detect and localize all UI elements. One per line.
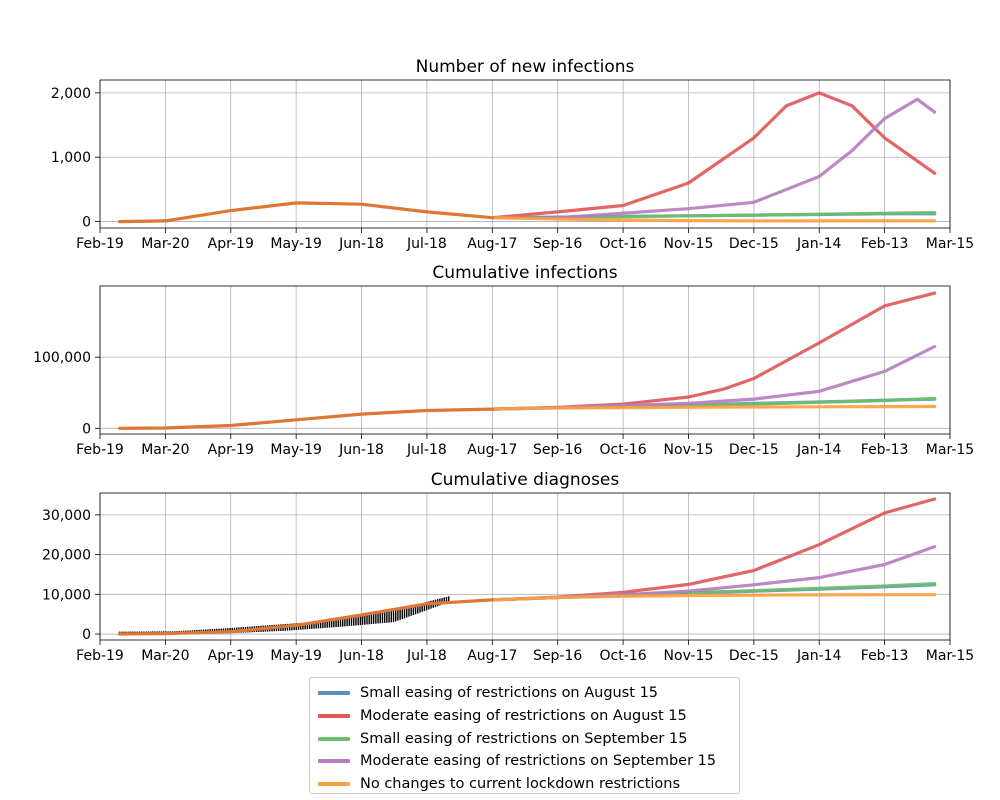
legend-swatch-small-aug — [318, 691, 350, 696]
legend-label-moderate-aug: Moderate easing of restrictions on Augus… — [360, 708, 687, 725]
x-tick-label: Dec-15 — [729, 236, 779, 252]
panel-1: Feb-19 Mar-20 Apr-19 May-19 Jun-18 Jul-18 Aug-… — [51, 57, 974, 252]
axes-frame — [99, 285, 951, 435]
y-tick-label: 100,000 — [33, 350, 91, 366]
x-tick-label: Jan-14 — [796, 236, 842, 252]
x-tick-label: Dec-15 — [729, 648, 779, 664]
y-tick-label: 2,000 — [51, 86, 91, 102]
panel-title: Cumulative diagnoses — [431, 470, 620, 490]
y-tick-label: 0 — [82, 421, 91, 437]
y-tick-label: 0 — [82, 627, 91, 643]
panel-2: Feb-19 Mar-20 Apr-19 May-19 Jun-18 Jul-18 Aug-… — [33, 263, 974, 458]
legend-item-moderate-sep: Moderate easing of restrictions on Septe… — [318, 750, 731, 773]
panel-title: Cumulative infections — [432, 263, 617, 283]
x-tick-label: Mar-20 — [141, 648, 189, 664]
legend-label-small-aug: Small easing of restrictions on August 1… — [360, 685, 659, 702]
series-line-5 — [490, 593, 937, 602]
legend-item-no-change: No changes to current lockdown restricti… — [318, 773, 731, 796]
x-tick-label: Oct-16 — [600, 648, 647, 664]
y-tick-label: 10,000 — [42, 587, 91, 603]
x-tick-label: Nov-15 — [664, 442, 714, 458]
axes-frame — [99, 79, 951, 229]
x-tick-label: Sep-16 — [533, 236, 582, 252]
x-tick-label: Sep-16 — [533, 442, 582, 458]
panel-3: Feb-19 Mar-20 Apr-19 May-19 Jun-18 Jul-18 Aug-… — [42, 470, 974, 664]
x-tick-label: Mar-20 — [141, 442, 189, 458]
x-tick-label: Jun-18 — [338, 442, 384, 458]
series-line-3 — [556, 211, 937, 220]
x-tick-label: Jan-14 — [796, 648, 842, 664]
y-tick-label: 30,000 — [42, 508, 91, 524]
legend-swatch-moderate-aug — [318, 714, 350, 719]
x-tick-label: Jul-18 — [406, 442, 447, 458]
panel-title: Number of new infections — [416, 57, 635, 77]
x-tick-label: Mar-15 — [926, 648, 974, 664]
x-tick-label: Jun-18 — [338, 236, 384, 252]
x-tick-label: Jul-18 — [406, 236, 447, 252]
series-line-5 — [490, 404, 937, 411]
series-line-4 — [556, 97, 937, 220]
x-tick-label: Mar-15 — [926, 236, 974, 252]
axes-frame — [99, 492, 951, 641]
x-tick-label: Jun-18 — [338, 648, 384, 664]
x-tick-label: Nov-15 — [664, 648, 714, 664]
legend-label-no-change: No changes to current lockdown restricti… — [360, 776, 681, 793]
x-tick-label: Aug-17 — [467, 236, 517, 252]
y-tick-label: 1,000 — [51, 150, 91, 166]
observed-line — [118, 201, 494, 224]
x-tick-label: May-19 — [270, 442, 322, 458]
series-line-2 — [490, 497, 937, 602]
x-tick-label: May-19 — [270, 236, 322, 252]
series-line-2 — [490, 91, 937, 220]
x-tick-label: Feb-19 — [76, 236, 124, 252]
legend-swatch-no-change — [318, 782, 350, 787]
legend-item-small-sep: Small easing of restrictions on Septembe… — [318, 727, 731, 750]
x-tick-label: Oct-16 — [600, 442, 647, 458]
y-tick-label: 20,000 — [42, 548, 91, 564]
legend-swatch-small-sep — [318, 736, 350, 741]
x-tick-label: Aug-17 — [467, 442, 517, 458]
observed-line — [118, 407, 494, 430]
y-tick-label: 0 — [82, 215, 91, 231]
legend-item-moderate-aug: Moderate easing of restrictions on Augus… — [318, 705, 731, 728]
x-tick-label: Feb-13 — [861, 648, 909, 664]
observed-bars — [118, 596, 450, 635]
x-tick-label: Feb-19 — [76, 442, 124, 458]
x-tick-label: Apr-19 — [208, 442, 254, 458]
x-tick-label: Jul-18 — [406, 648, 447, 664]
observed-line — [118, 598, 494, 636]
x-tick-label: Feb-13 — [861, 442, 909, 458]
legend-label-moderate-sep: Moderate easing of restrictions on Septe… — [360, 753, 717, 770]
x-tick-label: Dec-15 — [729, 442, 779, 458]
x-tick-label: Sep-16 — [533, 648, 582, 664]
series-line-5 — [490, 216, 937, 223]
legend: Small easing of restrictions on August 1… — [309, 677, 740, 794]
x-tick-label: Nov-15 — [664, 236, 714, 252]
legend-item-small-aug: Small easing of restrictions on August 1… — [318, 682, 731, 705]
series-line-2 — [490, 291, 937, 411]
x-tick-label: Apr-19 — [208, 648, 254, 664]
x-tick-label: Feb-19 — [76, 648, 124, 664]
x-tick-label: Aug-17 — [467, 648, 517, 664]
x-tick-label: Apr-19 — [208, 236, 254, 252]
legend-label-small-sep: Small easing of restrictions on Septembe… — [360, 730, 688, 747]
x-tick-label: Mar-15 — [926, 442, 974, 458]
legend-swatch-moderate-sep — [318, 759, 350, 764]
x-tick-label: Jan-14 — [796, 442, 842, 458]
x-tick-label: Feb-13 — [861, 236, 909, 252]
x-tick-label: Oct-16 — [600, 236, 647, 252]
x-tick-label: May-19 — [270, 648, 322, 664]
x-tick-label: Mar-20 — [141, 236, 189, 252]
